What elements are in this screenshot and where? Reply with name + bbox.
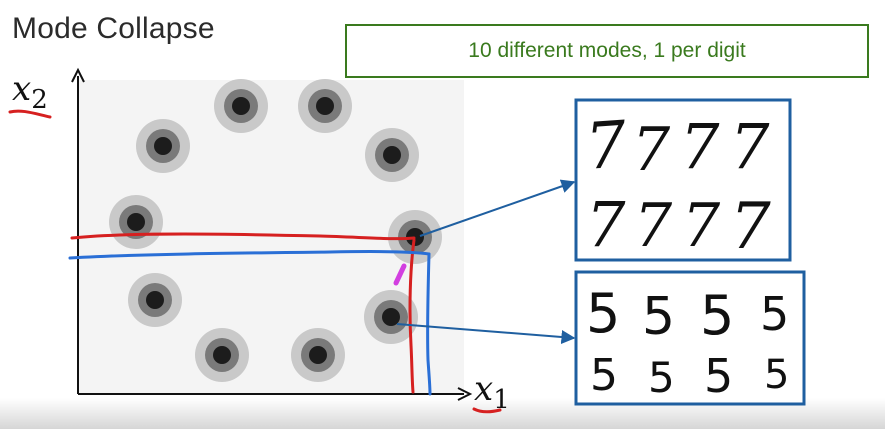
mode-9 [195, 328, 249, 382]
y-axis-label: x2 [12, 69, 48, 115]
sample-digit: 5 [642, 287, 675, 347]
magenta-annotation-mark [393, 263, 407, 286]
red-horizontal-projection [70, 232, 416, 241]
mode-1 [214, 79, 268, 133]
mode-10 [291, 328, 345, 382]
x-axis-arrowhead [457, 387, 473, 401]
y-axis-arrowhead [71, 67, 85, 83]
mode-5 [109, 195, 163, 249]
blue-horizontal-projection [68, 250, 431, 260]
mode-2 [298, 79, 352, 133]
sample-digit: 7 [680, 110, 720, 183]
red-vertical-projection [408, 238, 416, 394]
mode-3 [136, 119, 190, 173]
sevens-samples: 7 7 7 7 7 7 7 7 [583, 108, 771, 264]
fives-samples: 5 5 5 5 5 5 5 5 [586, 282, 789, 403]
y-label-red-underline [8, 109, 52, 119]
sample-digit: 5 [760, 287, 789, 341]
sevens-sample-box [574, 98, 792, 262]
sample-digit: 5 [590, 350, 618, 401]
x-axis-label: x1 [474, 369, 510, 415]
modes-callout-text: 10 different modes, 1 per digit [468, 39, 746, 62]
mode-4 [365, 128, 419, 182]
mode-7 [128, 273, 182, 327]
sample-digit: 7 [730, 110, 770, 183]
sample-digit: 7 [583, 108, 629, 185]
sample-digit: 7 [632, 115, 671, 185]
x-label-red-underline [472, 407, 502, 414]
sample-digit: 7 [730, 190, 771, 264]
arrow-to-fives [396, 323, 576, 344]
sample-digit: 7 [634, 191, 673, 261]
blue-vertical-projection [426, 252, 432, 396]
sample-digit: 5 [700, 284, 734, 347]
sample-digit: 5 [648, 353, 675, 402]
fives-sample-box [574, 270, 806, 406]
sample-digit: 5 [586, 282, 620, 345]
sample-digit: 5 [704, 349, 733, 403]
mode-8-digit-5 [364, 290, 418, 344]
modes-callout-box: 10 different modes, 1 per digit [345, 24, 869, 78]
sample-digit: 7 [682, 191, 721, 261]
sample-digit: 5 [764, 352, 789, 398]
sample-digit: 7 [586, 188, 626, 261]
arrow-to-sevens [419, 179, 576, 237]
slide-title: Mode Collapse [12, 12, 215, 45]
